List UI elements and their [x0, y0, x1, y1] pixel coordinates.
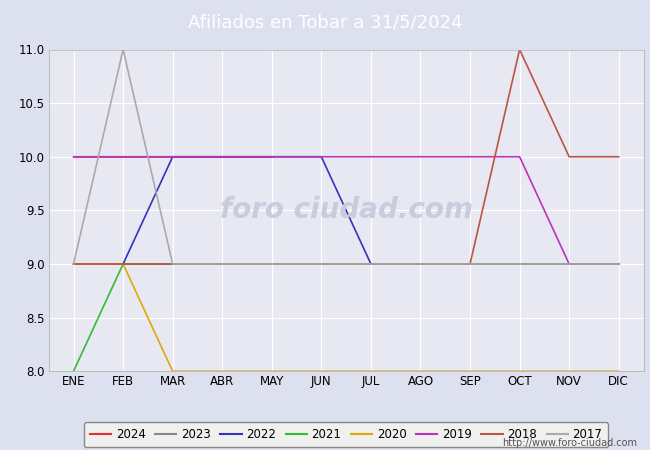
Legend: 2024, 2023, 2022, 2021, 2020, 2019, 2018, 2017: 2024, 2023, 2022, 2021, 2020, 2019, 2018…	[84, 422, 608, 447]
Text: foro ciudad.com: foro ciudad.com	[220, 196, 473, 225]
Text: Afiliados en Tobar a 31/5/2024: Afiliados en Tobar a 31/5/2024	[188, 14, 462, 32]
Text: http://www.foro-ciudad.com: http://www.foro-ciudad.com	[502, 438, 637, 448]
